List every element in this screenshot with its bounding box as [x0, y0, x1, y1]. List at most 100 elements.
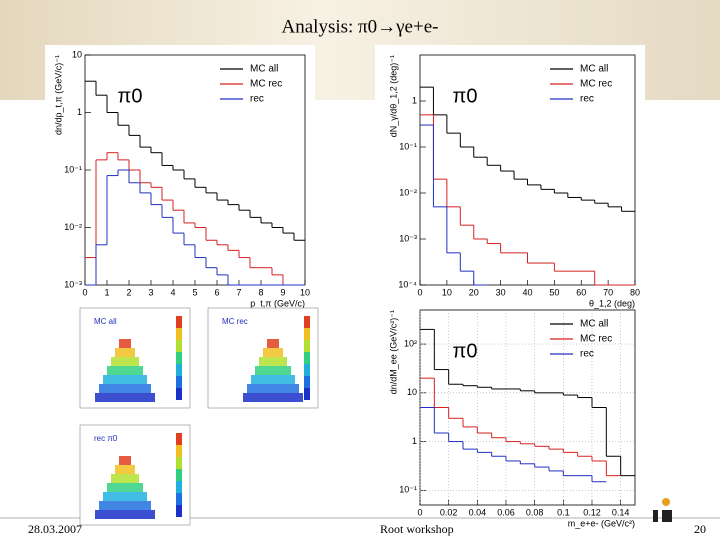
x-tick-label: 0	[417, 507, 422, 517]
panel-label: π0	[453, 85, 478, 107]
color-scale	[176, 364, 182, 376]
legend-label: MC all	[250, 64, 278, 75]
x-tick-label: 5	[192, 287, 197, 297]
map-label: MC all	[94, 317, 117, 326]
color-scale	[176, 445, 182, 457]
x-axis-label: p_t,π (GeV/c)	[250, 298, 305, 308]
slide-title: Analysis: π0→γe+e-	[282, 16, 439, 37]
map-blob	[255, 366, 291, 375]
map-blob	[111, 474, 139, 483]
legend-label: rec	[580, 94, 594, 105]
color-scale	[304, 316, 310, 328]
y-axis-label: dn/dp_t,π (GeV/c)⁻¹	[53, 55, 63, 135]
map-label: MC rec	[222, 317, 248, 326]
y-tick-label: 1	[77, 107, 82, 117]
x-axis-label: m_e+e- (GeV/c²)	[568, 518, 635, 528]
x-tick-label: 0.08	[526, 507, 544, 517]
panel-label: π0	[118, 85, 143, 107]
x-tick-label: 9	[280, 287, 285, 297]
color-scale	[176, 316, 182, 328]
x-tick-label: 40	[522, 287, 532, 297]
y-axis-label: dN_γ/dθ_1,2 (deg)⁻¹	[388, 55, 398, 137]
color-scale	[176, 352, 182, 364]
panel-label: π0	[453, 340, 478, 362]
y-tick-label: 1	[412, 95, 417, 105]
y-tick-label: 10⁻¹	[64, 164, 82, 174]
y-tick-label: 10⁻²	[64, 222, 82, 232]
legend-label: MC rec	[580, 334, 612, 345]
y-tick-label: 10²	[404, 338, 417, 348]
color-scale	[176, 376, 182, 388]
map-blob	[119, 339, 131, 348]
y-tick-label: 10⁻¹	[399, 485, 417, 495]
x-tick-label: 70	[603, 287, 613, 297]
footer-event: Root workshop	[380, 522, 454, 536]
y-tick-label: 10	[407, 387, 417, 397]
x-axis-label: θ_1,2 (deg)	[589, 298, 635, 308]
y-tick-label: 10	[72, 49, 82, 59]
color-scale	[304, 376, 310, 388]
page-number: 20	[694, 522, 706, 536]
map-label: rec π0	[94, 434, 118, 443]
map-blob	[267, 339, 279, 348]
y-tick-label: 10⁻⁴	[398, 279, 417, 289]
x-tick-label: 20	[469, 287, 479, 297]
color-scale	[176, 469, 182, 481]
legend-label: rec	[250, 94, 264, 105]
x-tick-label: 30	[496, 287, 506, 297]
legend-label: MC rec	[250, 79, 282, 90]
color-scale	[176, 493, 182, 505]
x-tick-label: 0	[82, 287, 87, 297]
map-blob	[107, 366, 143, 375]
x-tick-label: 0	[417, 287, 422, 297]
x-tick-label: 0.06	[497, 507, 515, 517]
y-tick-label: 10⁻³	[399, 233, 417, 243]
legend-label: rec	[580, 349, 594, 360]
map-blob	[107, 483, 143, 492]
color-scale	[176, 457, 182, 469]
x-tick-label: 60	[576, 287, 586, 297]
logo	[653, 498, 672, 522]
x-tick-label: 50	[549, 287, 559, 297]
map-blob	[119, 456, 131, 465]
footer-date: 28.03.2007	[28, 522, 82, 536]
color-scale	[176, 388, 182, 400]
x-tick-label: 4	[170, 287, 175, 297]
x-tick-label: 6	[214, 287, 219, 297]
y-axis-label: dn/dM_ee (GeV/c²)⁻¹	[388, 310, 398, 394]
map-blob	[247, 384, 299, 393]
y-tick-label: 10⁻¹	[399, 141, 417, 151]
x-tick-label: 10	[442, 287, 452, 297]
legend-label: MC rec	[580, 79, 612, 90]
color-scale	[176, 505, 182, 517]
map-blob	[103, 492, 147, 501]
x-tick-label: 0.1	[557, 507, 570, 517]
color-scale	[176, 433, 182, 445]
map-blob	[111, 357, 139, 366]
x-tick-label: 80	[630, 287, 640, 297]
x-tick-label: 1	[104, 287, 109, 297]
y-tick-label: 1	[412, 436, 417, 446]
color-scale	[304, 328, 310, 340]
color-scale	[304, 352, 310, 364]
x-tick-label: 3	[148, 287, 153, 297]
y-tick-label: 10⁻²	[399, 187, 417, 197]
map-blob	[263, 348, 283, 357]
map-blob	[99, 501, 151, 510]
map-blob	[243, 393, 303, 402]
map-blob	[103, 375, 147, 384]
color-scale	[304, 340, 310, 352]
color-scale	[176, 340, 182, 352]
x-tick-label: 0.14	[612, 507, 630, 517]
map-blob	[251, 375, 295, 384]
x-tick-label: 0.04	[469, 507, 487, 517]
map-blob	[259, 357, 287, 366]
x-tick-label: 0.02	[440, 507, 458, 517]
x-tick-label: 0.12	[583, 507, 601, 517]
map-blob	[115, 348, 135, 357]
legend-label: MC all	[580, 64, 608, 75]
color-scale	[304, 364, 310, 376]
legend-label: MC all	[580, 319, 608, 330]
